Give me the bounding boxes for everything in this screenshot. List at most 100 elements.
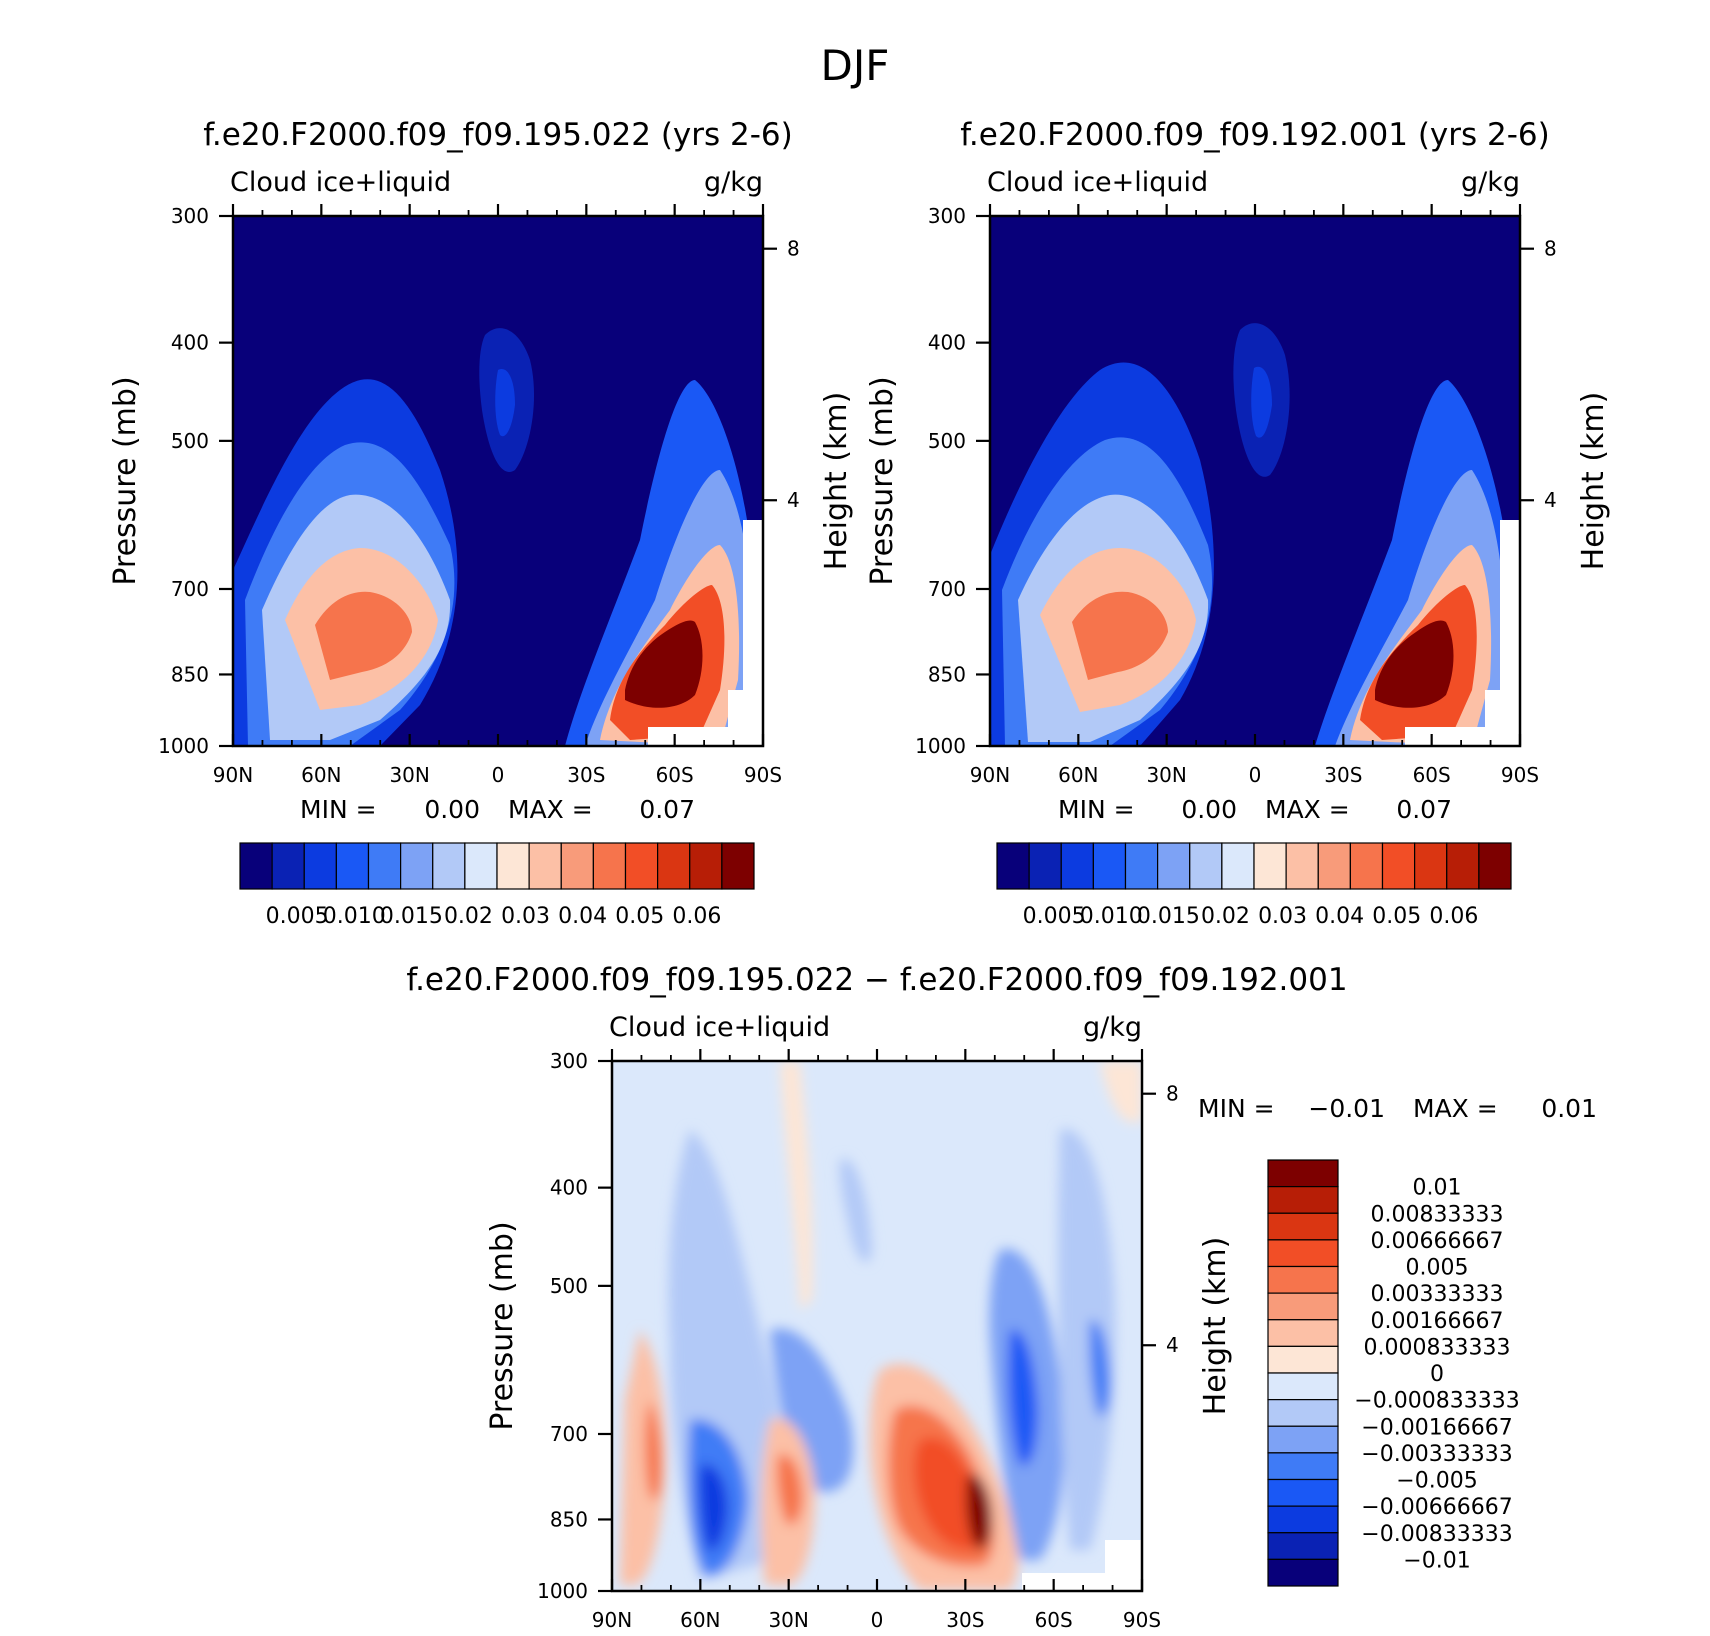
colorbar-label: 0.06 xyxy=(672,904,721,929)
panel-a-variable-label: Cloud ice+liquid xyxy=(230,167,451,198)
colorbar-box xyxy=(1028,842,1062,890)
colorbar-box xyxy=(1349,842,1384,890)
panel-c-ylabel: Pressure (mb) xyxy=(485,1221,520,1430)
x-tick-label: 30N xyxy=(1146,763,1186,787)
colorbar-box xyxy=(464,842,498,890)
y-tick-label: 1000 xyxy=(158,734,209,758)
x-tick-label: 90N xyxy=(213,763,253,787)
y2-tick-label: 4 xyxy=(787,488,800,512)
panel-b-max-label: MAX = xyxy=(1265,795,1350,824)
colorbar-label: 0.03 xyxy=(1258,904,1307,929)
x-tick-label: 90N xyxy=(970,763,1010,787)
colorbar-label: 0.04 xyxy=(558,904,607,929)
panel-c-axes: 90N 60N 30N 0 30S 60S 90S 300 400 500 700 850 1000 8 4 xyxy=(537,1049,1179,1632)
y-tick-label: 500 xyxy=(550,1274,588,1298)
colorbar-label: −0.000833333 xyxy=(1354,1389,1519,1414)
colorbar-box xyxy=(1157,842,1191,890)
y-tick-label: 1000 xyxy=(537,1579,588,1603)
y-tick-label: 850 xyxy=(171,662,209,686)
colorbar-box xyxy=(624,842,659,890)
y-tick-label: 300 xyxy=(171,204,209,228)
panel-a-max-value: 0.07 xyxy=(639,795,695,824)
x-tick-label: 60S xyxy=(656,763,694,787)
colorbar-label: 0.015 xyxy=(380,904,443,929)
panel-c-min-value: −0.01 xyxy=(1308,1094,1385,1123)
colorbar-label: 0.015 xyxy=(1137,904,1200,929)
colorbar-label: 0.06 xyxy=(1429,904,1478,929)
colorbar-box xyxy=(1267,1452,1339,1481)
x-tick-label: 90S xyxy=(1501,763,1539,787)
colorbar-label: −0.00666667 xyxy=(1361,1495,1512,1520)
colorbar-box xyxy=(1285,842,1319,890)
colorbar-box xyxy=(335,842,370,890)
y-tick-label: 1000 xyxy=(915,734,966,758)
colorbar-box xyxy=(1267,1159,1339,1188)
colorbar-label: 0.02 xyxy=(444,904,493,929)
y-tick-label: 700 xyxy=(171,577,209,601)
y2-tick-label: 4 xyxy=(1544,488,1557,512)
colorbar-box xyxy=(1267,1292,1339,1321)
colorbar-label: 0.04 xyxy=(1315,904,1364,929)
colorbar-box xyxy=(1317,842,1351,890)
colorbar-label: −0.00833333 xyxy=(1361,1522,1512,1547)
x-tick-label: 30N xyxy=(389,763,429,787)
colorbar-box xyxy=(1267,1399,1339,1427)
colorbar-box xyxy=(1267,1478,1339,1507)
x-tick-label: 60N xyxy=(1058,763,1098,787)
panel-a-units-label: g/kg xyxy=(704,167,763,198)
panel-c-max-label: MAX = xyxy=(1413,1094,1498,1123)
colorbar-box xyxy=(1221,842,1255,890)
panel-b-units-label: g/kg xyxy=(1461,167,1520,198)
x-tick-label: 90S xyxy=(744,763,782,787)
panel-b: f.e20.F2000.f09_f09.192.001 (yrs 2-6) Cl… xyxy=(865,117,1611,929)
x-tick-label: 60S xyxy=(1413,763,1451,787)
y-tick-label: 700 xyxy=(550,1422,588,1446)
colorbar-box xyxy=(560,842,594,890)
colorbar-box xyxy=(1189,842,1223,890)
panel-b-title: f.e20.F2000.f09_f09.192.001 (yrs 2-6) xyxy=(960,117,1550,153)
colorbar-box xyxy=(996,842,1030,890)
x-tick-label: 90S xyxy=(1123,1608,1161,1632)
colorbar-box xyxy=(1267,1319,1339,1347)
colorbar-box xyxy=(1381,842,1416,890)
colorbar-label: 0.05 xyxy=(1372,904,1421,929)
y-tick-label: 400 xyxy=(171,331,209,355)
colorbar-box xyxy=(1253,842,1287,890)
panel-c-title: f.e20.F2000.f09_f09.195.022 − f.e20.F200… xyxy=(406,962,1347,998)
x-tick-label: 90N xyxy=(592,1608,632,1632)
x-tick-label: 0 xyxy=(871,1608,884,1632)
colorbar-box xyxy=(1446,842,1480,890)
colorbar-label: 0.005 xyxy=(266,904,329,929)
x-tick-label: 30S xyxy=(946,1608,984,1632)
panel-b-y2label: Height (km) xyxy=(1576,392,1611,571)
colorbar-box xyxy=(1267,1212,1339,1241)
panel-c-contour-field xyxy=(612,1061,1142,1591)
colorbar-label: 0.000833333 xyxy=(1364,1335,1511,1360)
panel-a-y2label: Height (km) xyxy=(819,392,854,571)
x-tick-label: 60N xyxy=(301,763,341,787)
x-tick-label: 60N xyxy=(680,1608,720,1632)
panel-c-max-value: 0.01 xyxy=(1541,1094,1597,1123)
x-tick-label: 30S xyxy=(1324,763,1362,787)
panel-a-min-label: MIN = xyxy=(300,795,377,824)
y2-tick-label: 8 xyxy=(787,237,800,261)
colorbar-box xyxy=(1267,1345,1339,1374)
panel-a-min-value: 0.00 xyxy=(424,795,480,824)
x-tick-label: 30N xyxy=(768,1608,808,1632)
colorbar-label: −0.00166667 xyxy=(1361,1415,1512,1440)
panel-c-variable-label: Cloud ice+liquid xyxy=(609,1012,830,1043)
colorbar-box xyxy=(1267,1505,1339,1534)
y-tick-label: 700 xyxy=(928,577,966,601)
y2-tick-label: 8 xyxy=(1166,1082,1179,1106)
colorbar-box xyxy=(367,842,402,890)
colorbar-label: 0.010 xyxy=(323,904,386,929)
colorbar-label: 0.00833333 xyxy=(1371,1202,1504,1227)
panel-a-max-label: MAX = xyxy=(508,795,593,824)
colorbar-box xyxy=(1267,1372,1339,1401)
colorbar-box xyxy=(592,842,627,890)
colorbar-label: 0.005 xyxy=(1023,904,1086,929)
colorbar-box xyxy=(1478,842,1512,890)
